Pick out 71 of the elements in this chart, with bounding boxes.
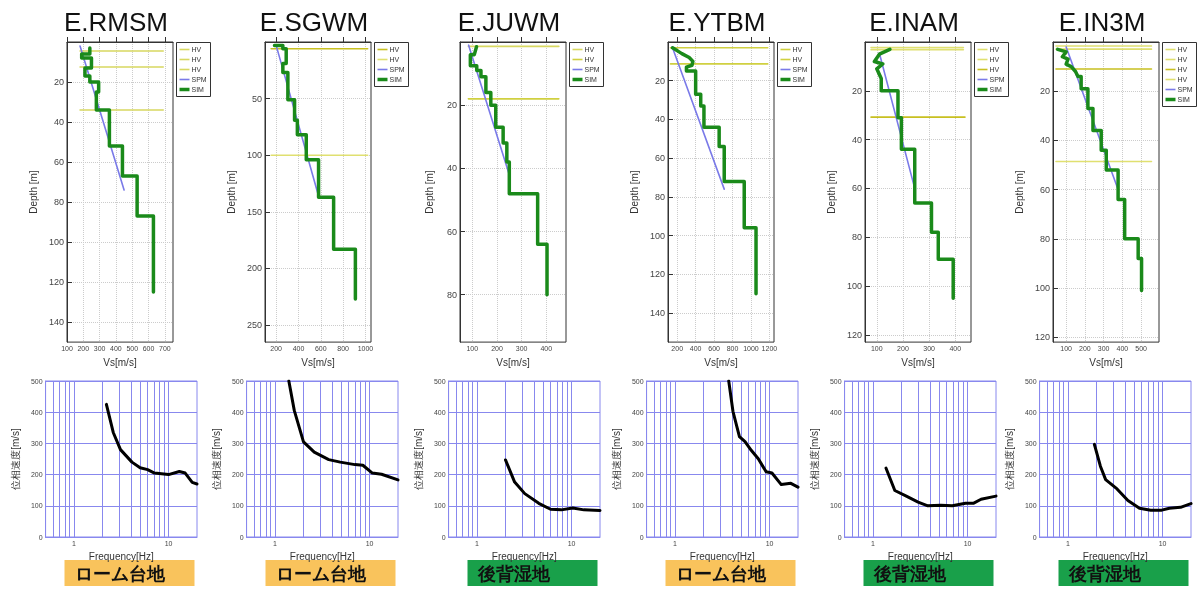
y-axis-title: Depth [m] (825, 170, 837, 214)
y-tick-label: 40 (446, 163, 457, 174)
y-tick-label: 100 (246, 150, 262, 161)
y-axis-title: 位相速度[m/s] (1003, 427, 1015, 490)
y-axis-title: 位相速度[m/s] (412, 427, 424, 490)
y-tick-label: 20 (654, 75, 665, 86)
x-axis-title: Frequency[Hz] (289, 551, 356, 563)
chart-title: E.SGWM (259, 7, 369, 37)
y-tick-label: 120 (1034, 332, 1050, 343)
y-tick-label: 20 (851, 85, 862, 96)
y-tick-label: 150 (246, 206, 262, 217)
chart-title: E.IN3M (1058, 7, 1146, 37)
y-tick-label: 80 (446, 289, 457, 300)
y-axis-title: Depth [m] (27, 170, 39, 214)
y-axis-title: Depth [m] (1013, 170, 1025, 214)
y-tick-label: 20 (1039, 86, 1050, 97)
y-tick-label: 120 (649, 269, 665, 280)
y-axis-title: 位相速度[m/s] (210, 427, 222, 490)
y-tick-label: 20 (446, 100, 457, 111)
x-axis-title: Frequency[Hz] (689, 551, 756, 563)
y-tick-label: 40 (1039, 135, 1050, 146)
y-axis-title: Depth [m] (225, 170, 237, 214)
y-axis-title: Depth [m] (628, 170, 640, 214)
x-axis-title: Vs[m/s] (103, 356, 137, 368)
y-tick-label: 120 (846, 329, 862, 340)
y-tick-label: 80 (851, 232, 862, 243)
x-axis-title: Vs[m/s] (496, 356, 530, 368)
y-tick-label: 40 (654, 114, 665, 125)
y-tick-label: 100 (649, 230, 665, 241)
y-tick-label: 250 (246, 320, 262, 331)
chart-title: E.JUWM (457, 7, 561, 37)
y-tick-label: 120 (48, 277, 64, 288)
x-axis-title: Vs[m/s] (301, 356, 335, 368)
y-tick-label: 60 (53, 157, 64, 168)
y-axis-title: 位相速度[m/s] (808, 427, 820, 490)
text: 後背湿地 (476, 562, 551, 584)
text: 後背湿地 (872, 562, 947, 584)
x-axis-title: Frequency[Hz] (491, 551, 558, 563)
text: 後背湿地 (1067, 562, 1142, 584)
y-tick-label: 60 (1039, 184, 1050, 195)
y-tick-label: 50 (251, 93, 262, 104)
y-tick-label: 80 (654, 191, 665, 202)
y-tick-label: 140 (649, 308, 665, 319)
y-tick-label: 80 (53, 197, 64, 208)
y-axis-title: Depth [m] (423, 170, 435, 214)
y-tick-label: 200 (246, 263, 262, 274)
y-tick-label: 100 (48, 237, 64, 248)
y-tick-label: 60 (851, 183, 862, 194)
y-tick-label: 60 (446, 226, 457, 237)
y-axis-title: 位相速度[m/s] (9, 427, 21, 490)
text: ローム台地 (675, 562, 767, 584)
text: ローム台地 (275, 562, 367, 584)
x-axis-title: Vs[m/s] (901, 356, 935, 368)
x-axis-title: Vs[m/s] (1089, 356, 1123, 368)
y-tick-label: 80 (1039, 233, 1050, 244)
y-tick-label: 140 (48, 317, 64, 328)
y-tick-label: 40 (53, 117, 64, 128)
x-axis-title: Vs[m/s] (704, 356, 738, 368)
y-axis-title: 位相速度[m/s] (610, 427, 622, 490)
x-axis-title: Frequency[Hz] (887, 551, 954, 563)
y-tick-label: 100 (846, 280, 862, 291)
chart-title: E.YTBM (668, 7, 766, 37)
x-axis-title: Frequency[Hz] (88, 551, 155, 563)
y-tick-label: 100 (1034, 282, 1050, 293)
y-tick-label: 20 (53, 77, 64, 88)
chart-title: E.INAM (869, 7, 959, 37)
text: ローム台地 (74, 562, 166, 584)
chart-title: E.RMSM (64, 7, 168, 37)
y-tick-label: 40 (851, 134, 862, 145)
y-tick-label: 60 (654, 153, 665, 164)
x-axis-title: Frequency[Hz] (1082, 551, 1149, 563)
